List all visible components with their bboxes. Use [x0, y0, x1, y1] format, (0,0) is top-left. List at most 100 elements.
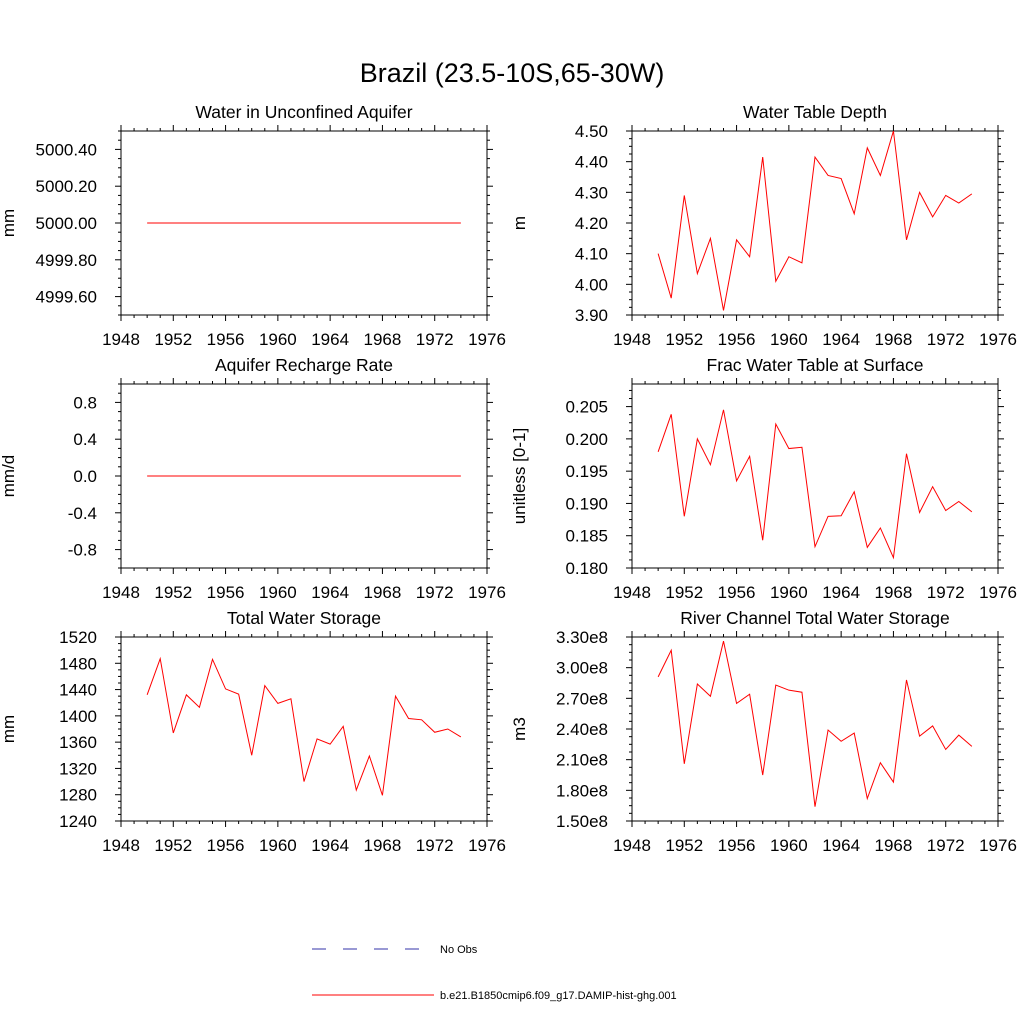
x-tick-label: 1964: [311, 583, 349, 602]
x-tick-label: 1952: [665, 836, 703, 855]
legend-label-model: b.e21.B1850cmip6.f09_g17.DAMIP-hist-ghg.…: [440, 990, 677, 1002]
x-tick-label: 1972: [927, 836, 965, 855]
y-tick-label: 1480: [59, 654, 97, 673]
plot-frame: [631, 636, 999, 822]
y-tick-label: 3.00e8: [556, 659, 608, 678]
y-tick-label: 5000.20: [36, 177, 97, 196]
y-tick-label: 2.10e8: [556, 751, 608, 770]
y-tick-label: 4999.80: [36, 251, 97, 270]
x-tick-label: 1972: [416, 836, 454, 855]
y-tick-label: 1280: [59, 786, 97, 805]
y-tick-label: 3.30e8: [556, 628, 608, 647]
y-axis-label: mm: [0, 209, 18, 237]
x-tick-label: 1968: [364, 836, 402, 855]
y-tick-label: 1320: [59, 759, 97, 778]
x-tick-label: 1976: [468, 330, 506, 349]
x-tick-label: 1968: [875, 330, 913, 349]
y-tick-label: 5000.00: [36, 214, 97, 233]
x-tick-label: 1956: [718, 330, 756, 349]
panel-title: Total Water Storage: [227, 608, 381, 628]
y-axis-label: unitless [0-1]: [510, 428, 529, 524]
y-tick-label: 1360: [59, 733, 97, 752]
panel-water-table-depth: Water Table Depth m 1948 1952 1956 1960 1964 19…: [510, 102, 1017, 349]
y-tick-label: 4999.60: [36, 288, 97, 307]
x-tick-label: 1956: [207, 330, 245, 349]
x-tick-label: 1952: [665, 583, 703, 602]
y-tick-label: 1.50e8: [556, 812, 608, 831]
x-tick-label: 1952: [665, 330, 703, 349]
x-tick-label: 1952: [154, 330, 192, 349]
x-tick-label: 1964: [822, 583, 860, 602]
x-tick-label: 1948: [613, 583, 651, 602]
y-tick-label: 1520: [59, 628, 97, 647]
plot-frame: [120, 636, 488, 822]
series-line-model: [657, 640, 973, 807]
x-tick-label: 1956: [207, 836, 245, 855]
x-tick-label: 1976: [979, 330, 1017, 349]
x-tick-label: 1976: [979, 836, 1017, 855]
y-axis-label: mm/d: [0, 455, 18, 498]
x-tick-label: 1956: [718, 583, 756, 602]
series-line-model: [657, 130, 973, 311]
y-tick-label: 0.185: [565, 527, 608, 546]
y-tick-label: 2.40e8: [556, 720, 608, 739]
y-tick-label: 5000.40: [36, 140, 97, 159]
x-tick-label: 1960: [770, 836, 808, 855]
x-tick-label: 1960: [770, 330, 808, 349]
x-tick-label: 1964: [822, 836, 860, 855]
y-tick-label: 0.205: [565, 398, 608, 417]
legend-label-no-obs: No Obs: [440, 944, 478, 956]
x-tick-label: 1948: [102, 330, 140, 349]
y-tick-label: 1.80e8: [556, 781, 608, 800]
x-tick-label: 1972: [927, 583, 965, 602]
x-tick-label: 1972: [416, 330, 454, 349]
y-tick-label: 4.40: [575, 153, 608, 172]
x-tick-label: 1976: [468, 836, 506, 855]
plot-frame: [631, 383, 999, 569]
panel-title: River Channel Total Water Storage: [680, 608, 949, 628]
y-tick-label: 0.195: [565, 462, 608, 481]
x-tick-label: 1960: [259, 330, 297, 349]
panel-title: Water Table Depth: [743, 102, 887, 122]
series-line-model: [657, 409, 973, 560]
y-tick-label: 0.190: [565, 494, 608, 513]
x-tick-label: 1948: [102, 583, 140, 602]
y-tick-label: 3.90: [575, 306, 608, 325]
x-tick-label: 1976: [468, 583, 506, 602]
x-tick-label: 1968: [364, 330, 402, 349]
panel-water-in-unconfined-aquifer: Water in Unconfined Aquifer mm 1948 1952 195…: [0, 102, 506, 349]
x-tick-label: 1968: [364, 583, 402, 602]
x-tick-label: 1960: [259, 583, 297, 602]
x-tick-label: 1964: [822, 330, 860, 349]
y-tick-label: 4.00: [575, 275, 608, 294]
y-tick-label: 0.180: [565, 559, 608, 578]
x-tick-label: 1976: [979, 583, 1017, 602]
x-tick-label: 1948: [613, 330, 651, 349]
x-tick-label: 1972: [416, 583, 454, 602]
y-axis-label: mm: [0, 715, 18, 743]
x-tick-label: 1972: [927, 330, 965, 349]
y-axis-label: m: [510, 216, 529, 230]
x-tick-label: 1964: [311, 836, 349, 855]
panel-title: Water in Unconfined Aquifer: [195, 102, 412, 122]
y-tick-label: 0.200: [565, 430, 608, 449]
panel-title: Aquifer Recharge Rate: [215, 355, 393, 375]
y-tick-label: 1400: [59, 707, 97, 726]
y-tick-label: 0.0: [73, 467, 97, 486]
panel-total-water-storage: Total Water Storage mm 1948 1952 1956 1960 196…: [0, 608, 506, 855]
x-tick-label: 1968: [875, 583, 913, 602]
figure-title: Brazil (23.5-10S,65-30W): [360, 58, 665, 88]
y-tick-label: 4.30: [575, 183, 608, 202]
y-tick-label: -0.4: [68, 504, 97, 523]
x-tick-label: 1956: [207, 583, 245, 602]
x-tick-label: 1948: [613, 836, 651, 855]
legend: No Obs b.e21.B1850cmip6.f09_g17.DAMIP-hi…: [312, 944, 677, 1002]
panel-river-channel-total-water-storage: River Channel Total Water Storage m3 1948 1…: [510, 608, 1017, 855]
y-axis-label: m3: [510, 717, 529, 741]
y-tick-label: 4.20: [575, 214, 608, 233]
x-tick-label: 1968: [875, 836, 913, 855]
x-tick-label: 1964: [311, 330, 349, 349]
y-tick-label: 1240: [59, 812, 97, 831]
x-tick-label: 1952: [154, 836, 192, 855]
